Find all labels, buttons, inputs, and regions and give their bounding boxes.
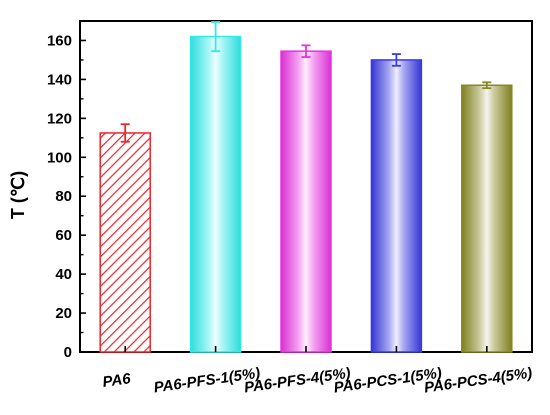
y-tick-label: 140: [47, 71, 72, 88]
x-category-label: PA6: [101, 370, 132, 391]
y-tick-label: 160: [47, 32, 72, 49]
y-axis-title: T (℃): [8, 171, 28, 219]
bar-2: [189, 35, 242, 353]
bar-3: [280, 50, 332, 353]
y-tick-label: 60: [55, 227, 72, 244]
error-bar-3: [301, 44, 311, 58]
bar-4: [370, 59, 423, 353]
y-tick-label: 20: [55, 305, 72, 322]
y-tick-label: 0: [64, 344, 72, 361]
bar-5: [461, 84, 513, 353]
bar-1: [99, 132, 151, 353]
error-bar-1: [120, 123, 130, 143]
y-tick-label: 40: [55, 266, 72, 283]
error-bar-5: [482, 81, 492, 90]
y-tick-label: 120: [47, 110, 72, 127]
y-tick-label: 100: [47, 149, 72, 166]
error-bar-2: [211, 21, 221, 53]
error-bar-4: [391, 53, 401, 67]
y-tick-label: 80: [55, 188, 72, 205]
